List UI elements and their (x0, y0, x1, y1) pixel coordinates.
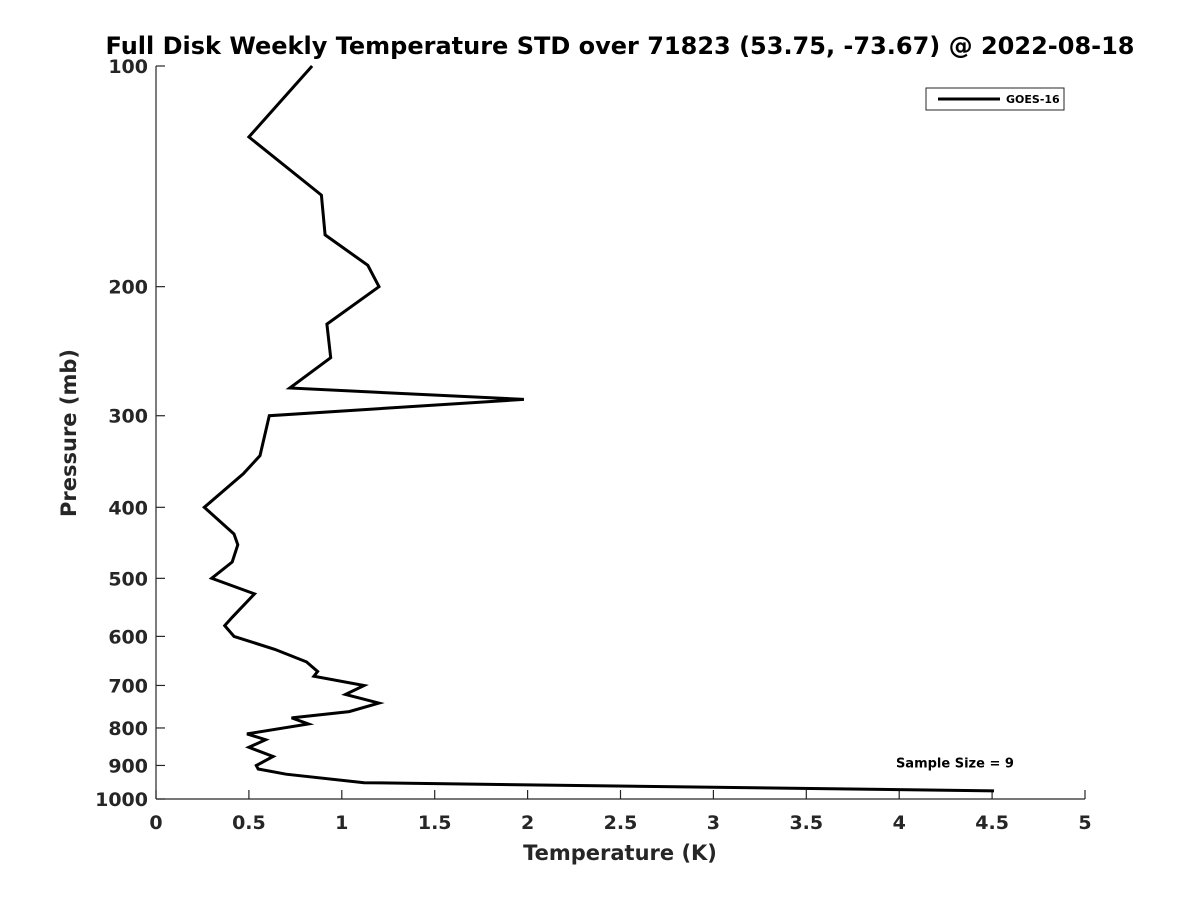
y-tick-label: 500 (108, 568, 148, 590)
x-tick-label: 0.5 (232, 812, 266, 834)
series-layer (202, 65, 995, 793)
x-tick-label: 4.5 (975, 812, 1009, 834)
x-tick-label: 0 (149, 812, 162, 834)
y-tick-label: 800 (108, 718, 148, 740)
x-axis-label: Temperature (K) (523, 841, 717, 865)
x-tick-label: 1 (335, 812, 348, 834)
y-axis-label: Pressure (mb) (57, 349, 81, 517)
chart-title: Full Disk Weekly Temperature STD over 71… (106, 32, 1135, 60)
plot-area: 0 0.5 1 1.5 2 2.5 3 3.5 4 4.5 5 100 200 300 400 500 600… (95, 56, 1092, 834)
annotations: Sample Size = 9 (896, 757, 1014, 772)
sample-size-annotation: Sample Size = 9 (896, 757, 1014, 772)
x-tick-label: 3.5 (789, 812, 823, 834)
legend-label-goes-16: GOES-16 (1006, 93, 1060, 106)
y-tick-label: 200 (108, 277, 148, 299)
y-tick-label: 900 (108, 755, 148, 777)
y-tick-label: 1000 (95, 789, 148, 811)
series-line-goes-16 (202, 65, 995, 793)
x-ticks: 0 0.5 1 1.5 2 2.5 3 3.5 4 4.5 5 (149, 790, 1092, 834)
y-tick-label: 400 (108, 497, 148, 519)
y-tick-label: 700 (108, 675, 148, 697)
y-tick-label: 100 (108, 56, 148, 78)
x-tick-label: 1.5 (418, 812, 452, 834)
x-tick-label: 4 (893, 812, 906, 834)
legend: GOES-16 (925, 87, 1065, 111)
y-tick-label: 600 (108, 626, 148, 648)
x-tick-label: 5 (1078, 812, 1091, 834)
x-tick-label: 2.5 (604, 812, 638, 834)
y-tick-label: 300 (108, 406, 148, 428)
x-tick-label: 2 (521, 812, 534, 834)
y-ticks: 100 200 300 400 500 600 700 800 900 1000 (95, 56, 165, 811)
x-tick-label: 3 (707, 812, 720, 834)
